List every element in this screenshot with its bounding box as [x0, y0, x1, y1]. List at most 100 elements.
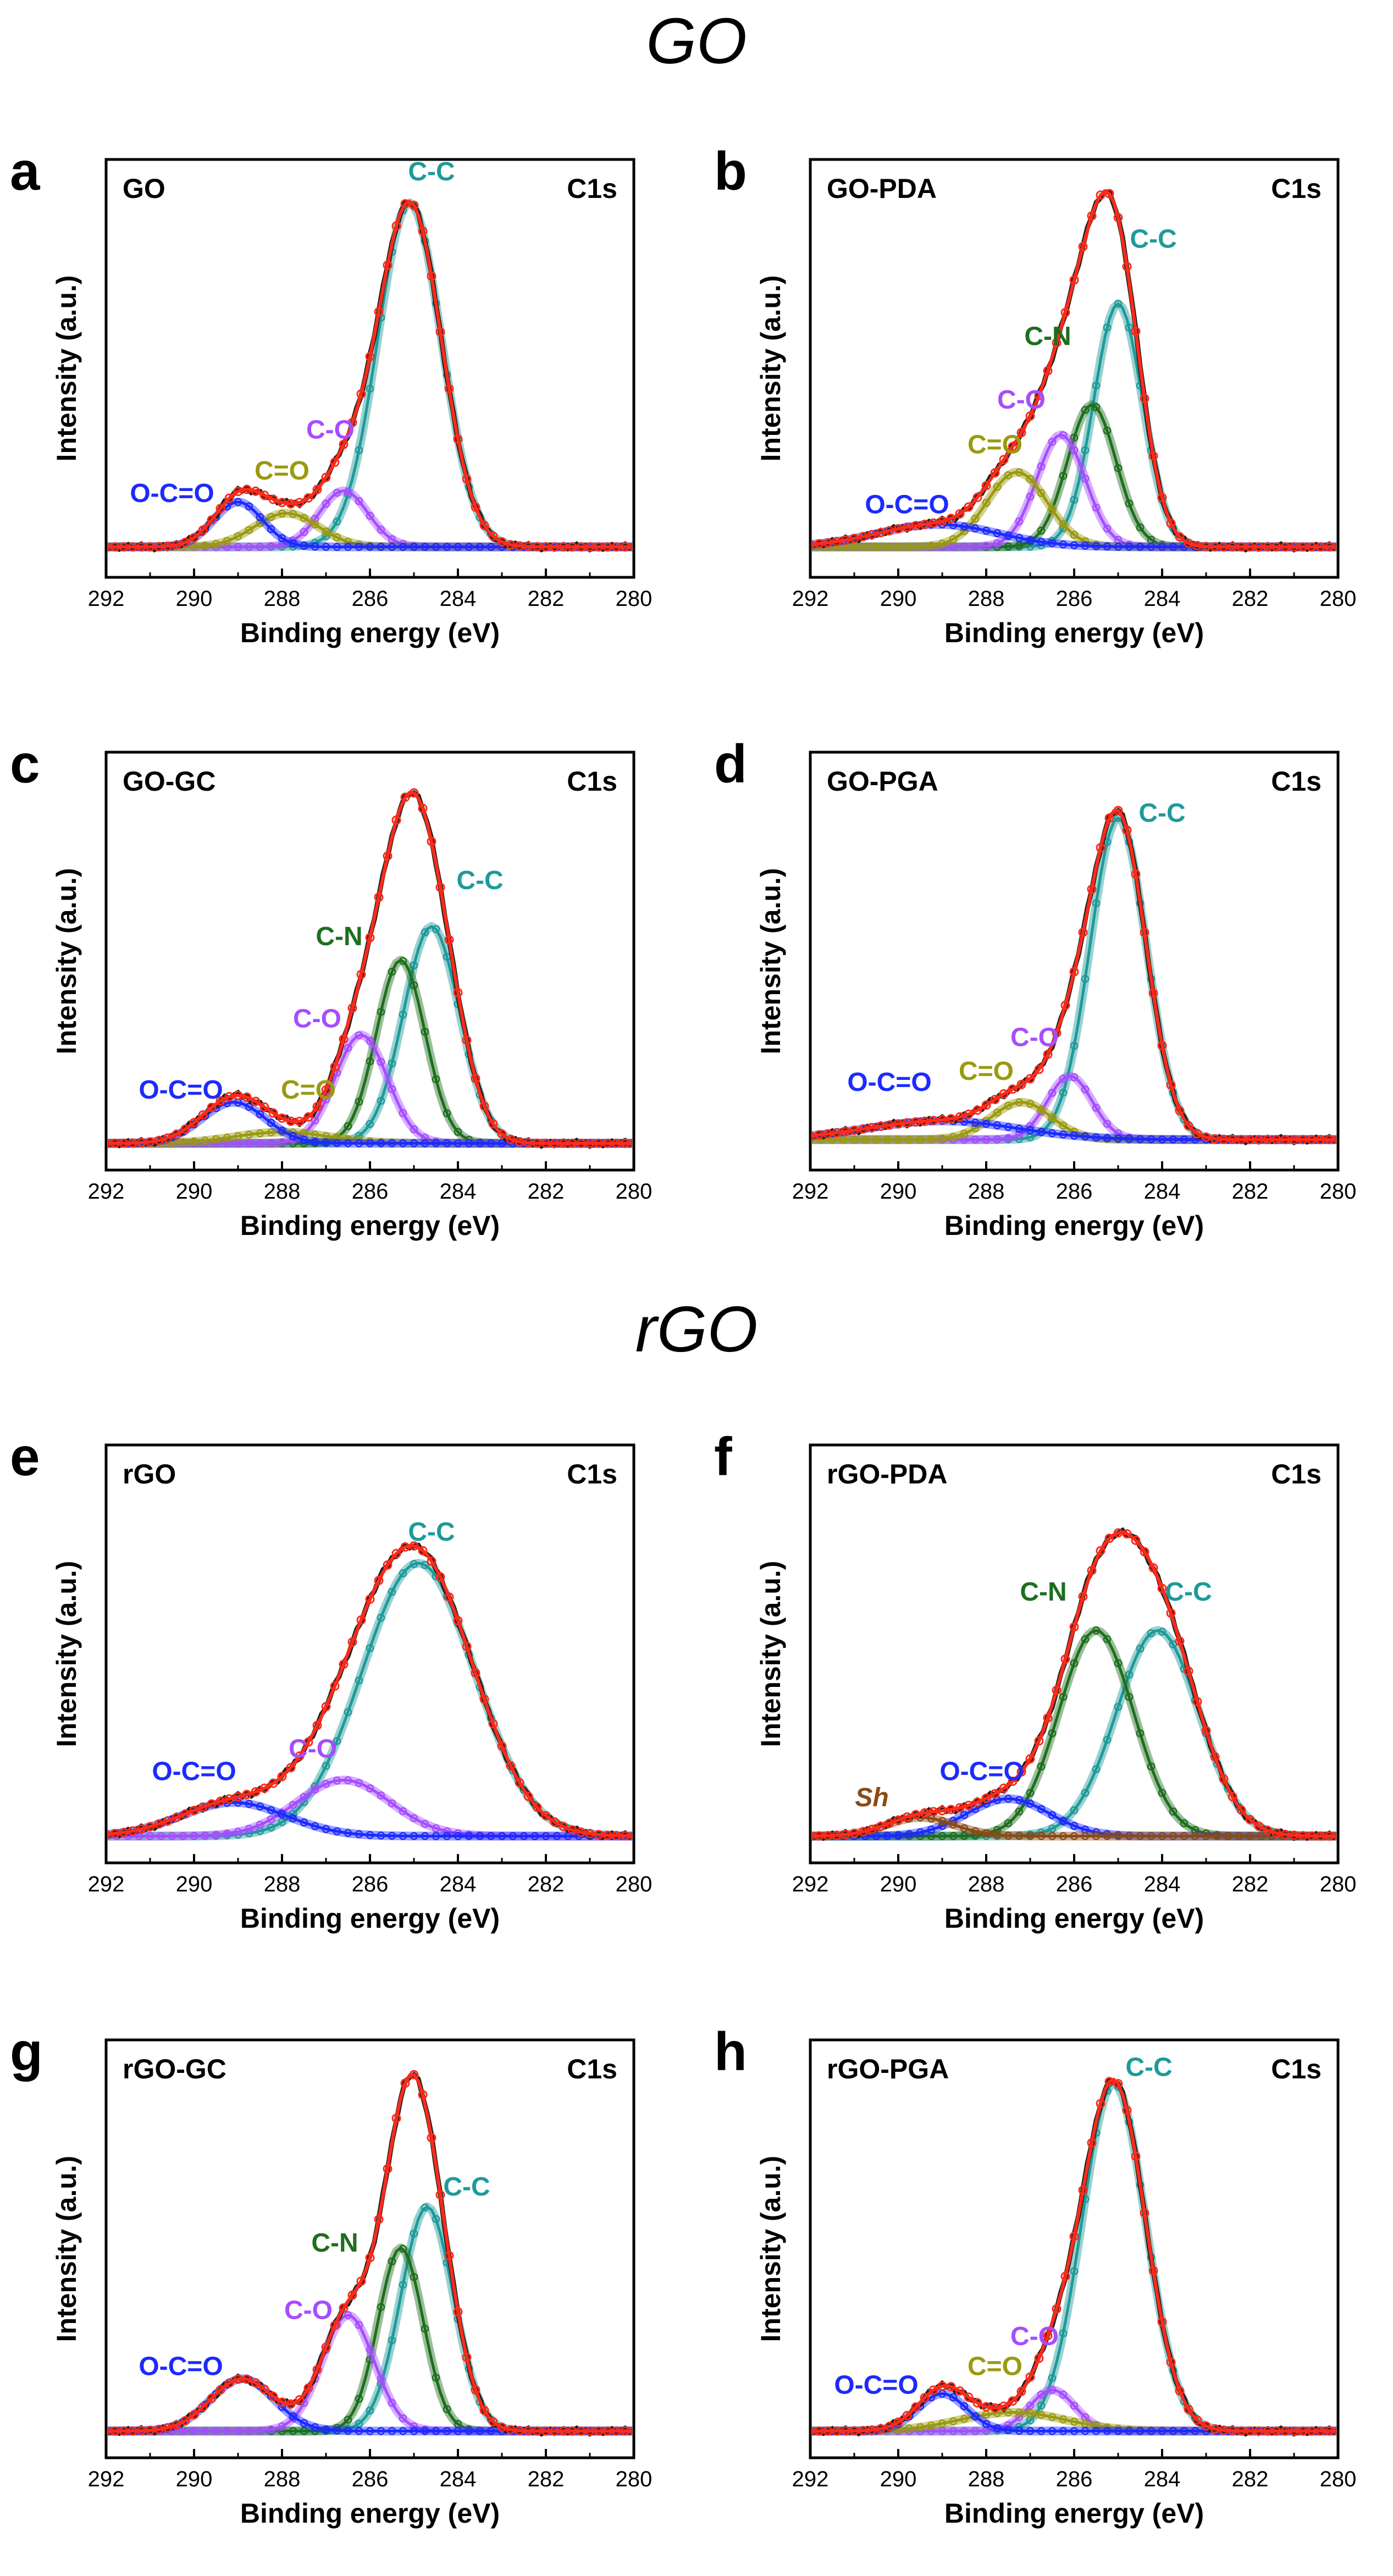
- envelope-marker: [1263, 1135, 1273, 1145]
- component-marker: [993, 483, 1002, 491]
- component-marker: [1114, 464, 1123, 472]
- component-marker: [311, 1116, 319, 1125]
- envelope-marker: [911, 521, 921, 531]
- component-marker: [1037, 2410, 1046, 2419]
- component-marker: [1015, 1807, 1024, 1816]
- envelope-marker: [611, 542, 621, 552]
- component-marker: [1092, 1626, 1101, 1635]
- component-marker: [333, 1827, 341, 1835]
- x-tick-label: 282: [1232, 2467, 1269, 2491]
- x-tick-label: 290: [880, 1872, 917, 1896]
- envelope-marker: [321, 1702, 331, 1712]
- envelope-marker: [215, 504, 225, 514]
- envelope-marker: [1096, 1546, 1105, 1555]
- envelope-marker: [920, 520, 930, 529]
- envelope-marker: [1245, 1135, 1255, 1145]
- plot-area: [812, 1527, 1336, 1841]
- envelope-marker: [812, 1131, 815, 1140]
- envelope-marker: [999, 1089, 1009, 1099]
- envelope-marker: [602, 1830, 612, 1840]
- envelope-marker: [295, 1751, 305, 1761]
- component-marker: [1026, 536, 1035, 544]
- envelope-fit: [108, 1544, 632, 1838]
- component-marker: [1103, 1832, 1112, 1840]
- envelope-marker: [312, 484, 322, 494]
- envelope-marker: [999, 1783, 1009, 1793]
- component-marker: [377, 1791, 385, 1800]
- envelope-marker: [1289, 1830, 1299, 1840]
- component-marker: [388, 1587, 396, 1596]
- component-marker: [1191, 1832, 1199, 1840]
- component-marker: [1103, 426, 1112, 435]
- envelope-marker: [576, 542, 586, 552]
- component-marker: [322, 1780, 330, 1788]
- component-marker: [454, 1139, 462, 1148]
- component-marker: [234, 2427, 242, 2435]
- component-marker: [377, 526, 385, 534]
- component-marker: [1059, 2329, 1068, 2337]
- x-tick-label: 288: [968, 1872, 1005, 1896]
- envelope-marker: [172, 1813, 181, 1822]
- component-marker: [355, 2427, 363, 2435]
- envelope-fit: [812, 1531, 1336, 1838]
- component-marker: [971, 1118, 980, 1127]
- envelope-marker: [532, 2426, 542, 2436]
- component-marker: [355, 543, 363, 551]
- envelope-marker: [532, 1138, 542, 1148]
- component-marker: [212, 1830, 220, 1839]
- component-marker: [1026, 493, 1035, 501]
- component-marker: [487, 543, 495, 551]
- envelope-marker: [1096, 843, 1105, 853]
- y-axis-title: Intensity (a.u.): [51, 275, 82, 462]
- x-tick-label: 292: [792, 1872, 829, 1896]
- component-marker: [377, 1058, 385, 1066]
- envelope-marker: [602, 2426, 612, 2436]
- envelope-marker: [198, 1110, 208, 1120]
- component-marker: [300, 528, 308, 536]
- component-marker: [1103, 1635, 1112, 1643]
- envelope-marker: [453, 2307, 463, 2316]
- envelope-marker: [911, 2402, 921, 2412]
- envelope-marker: [1219, 542, 1229, 552]
- envelope-marker: [981, 481, 991, 490]
- peak-label-OCeqO: O-C=O: [865, 490, 949, 519]
- envelope-marker: [832, 537, 842, 547]
- component-marker: [1070, 2401, 1079, 2410]
- component-marker: [872, 1832, 881, 1840]
- component-marker: [1114, 1832, 1123, 1840]
- envelope-marker: [946, 514, 956, 523]
- component-marker: [1158, 1832, 1167, 1840]
- envelope-marker: [400, 2078, 410, 2088]
- envelope-marker: [576, 1138, 586, 1148]
- component-marker: [949, 543, 958, 551]
- envelope-marker: [867, 2425, 877, 2435]
- component-marker: [245, 502, 253, 511]
- envelope-marker: [277, 2397, 287, 2407]
- x-tick-label: 288: [968, 2467, 1005, 2491]
- envelope-marker: [488, 1719, 498, 1729]
- component-marker: [1191, 2427, 1199, 2435]
- component-marker: [399, 1832, 407, 1840]
- envelope-marker: [108, 1139, 111, 1148]
- envelope-marker: [1157, 493, 1167, 503]
- envelope-marker: [189, 533, 199, 543]
- component-marker: [1015, 534, 1024, 542]
- component-marker: [267, 1118, 275, 1127]
- component-marker: [267, 1806, 275, 1814]
- envelope-marker: [233, 487, 243, 497]
- envelope-marker: [1025, 1074, 1035, 1084]
- component-marker: [949, 1821, 958, 1829]
- x-tick-label: 286: [1056, 2467, 1093, 2491]
- component-marker: [938, 1832, 947, 1840]
- envelope-marker: [814, 2426, 824, 2436]
- envelope-marker: [1228, 1792, 1237, 1801]
- component-marker: [355, 497, 363, 505]
- envelope-marker: [391, 2114, 401, 2123]
- component-marker: [960, 2414, 969, 2423]
- envelope-marker: [427, 837, 436, 846]
- component-marker: [1048, 2427, 1057, 2435]
- plot-area: [812, 806, 1336, 1146]
- envelope-marker: [1069, 967, 1079, 977]
- envelope-marker: [251, 1096, 261, 1106]
- x-tick-label: 290: [176, 587, 213, 611]
